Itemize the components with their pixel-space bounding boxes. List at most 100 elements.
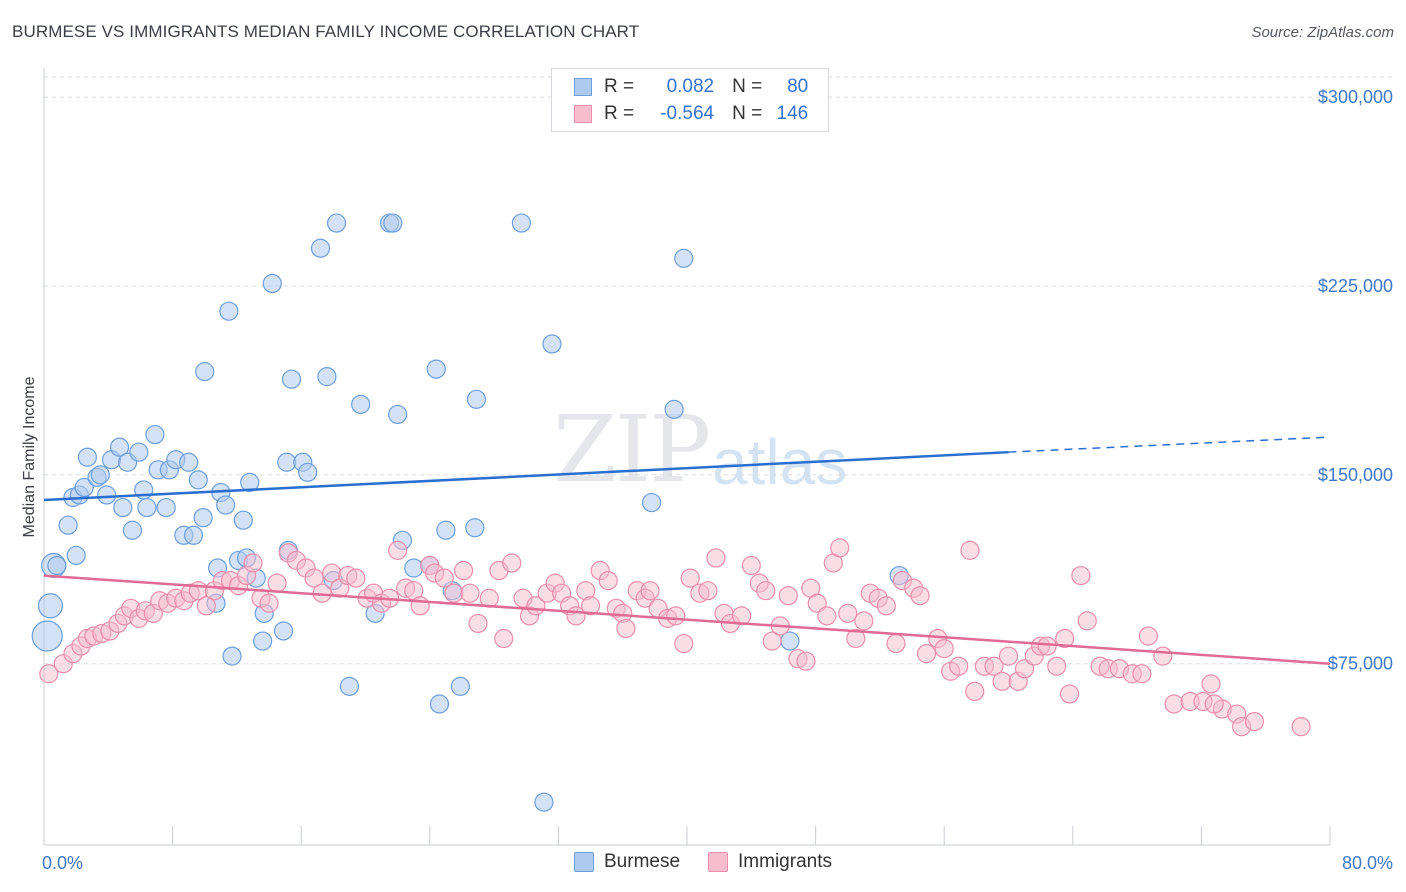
burmese-point (317, 367, 337, 387)
immigrants-point (1055, 628, 1075, 649)
legend-row-immigrants: R = -0.564 N = 146 (574, 101, 808, 127)
burmese-point (436, 520, 456, 540)
burmese-point (58, 515, 78, 535)
burmese-point (281, 369, 302, 389)
burmese-point (465, 518, 485, 538)
burmese-point (240, 472, 260, 493)
r-value: -0.564 (660, 103, 715, 124)
immigrants-point (304, 568, 324, 588)
burmese-point (534, 792, 554, 812)
burmese-point (193, 508, 213, 528)
burmese-point (97, 485, 117, 505)
axes (43, 68, 1331, 846)
r-label: R = (604, 76, 635, 97)
immigrants-point (410, 596, 430, 616)
immigrants-point (910, 586, 930, 606)
burmese-point (326, 213, 347, 233)
immigrants-point (444, 583, 464, 603)
burmese-point (179, 452, 199, 472)
burmese-point (426, 359, 446, 379)
burmese-point (219, 301, 239, 321)
burmese-point (195, 362, 215, 382)
immigrants-point (502, 553, 522, 573)
y-tick-label: $150,000 (1318, 465, 1393, 485)
burmese-point (664, 399, 684, 419)
immigrants-point (1037, 636, 1057, 656)
immigrants-point (388, 540, 408, 560)
burmese-point (77, 447, 98, 467)
immigrants-point (1071, 565, 1091, 586)
immigrants-trend-line (43, 574, 1331, 665)
n-value: 80 (787, 76, 809, 97)
burmese-point (113, 497, 133, 518)
burmese-point (298, 462, 318, 482)
immigrants-point (196, 596, 216, 616)
tick-labels: $75,000 $150,000 $225,000 $300,000 0.0% 80.0% (42, 87, 1393, 873)
immigrants-point (259, 593, 279, 613)
immigrants-point (706, 548, 726, 568)
burmese-point (109, 437, 130, 457)
immigrants-point (762, 631, 782, 651)
burmese-point (188, 470, 208, 490)
immigrants-point (778, 586, 798, 606)
immigrants-point (934, 638, 954, 659)
y-axis-label: Median Family Income (21, 376, 38, 537)
burmese-point (429, 694, 450, 714)
series-legend: Burmese Immigrants (0, 851, 1406, 873)
burmese-trend-extension (1008, 436, 1331, 453)
burmese-point (66, 545, 86, 566)
immigrants-point (674, 633, 694, 654)
immigrants-point (984, 656, 1004, 676)
immigrants-point (830, 538, 850, 558)
immigrants-point (965, 681, 985, 702)
burmese-point (216, 495, 236, 515)
immigrants-point (453, 560, 474, 581)
r-value: 0.082 (666, 76, 715, 97)
immigrants-point (1059, 684, 1080, 704)
immigrants-point (846, 628, 866, 649)
burmese-point (466, 389, 487, 409)
immigrants-point (916, 644, 937, 664)
burmese-point (450, 676, 470, 696)
burmese-point (642, 492, 662, 513)
x-tick-label: 80.0% (1342, 853, 1393, 873)
n-label: N = (732, 76, 763, 97)
burmese-point (90, 465, 110, 485)
immigrants-legend-label: Immigrants (738, 851, 832, 872)
burmese-point (31, 620, 63, 652)
burmese-point (277, 452, 297, 472)
legend-row-burmese: R = 0.082 N = 80 (574, 74, 808, 100)
burmese-point (542, 334, 562, 354)
burmese-point (37, 593, 64, 619)
immigrants-point (640, 581, 660, 601)
burmese-point (351, 394, 371, 414)
immigrants-point (1164, 694, 1184, 714)
burmese-point (145, 424, 165, 445)
n-value: 146 (776, 103, 809, 124)
immigrants-point (876, 596, 896, 616)
immigrants-point (886, 633, 906, 654)
immigrants-point (468, 613, 488, 634)
immigrants-point (949, 656, 969, 676)
legend-item-burmese: Burmese (574, 851, 680, 873)
burmese-point (339, 676, 360, 696)
burmese-points (31, 213, 909, 812)
immigrants-point (960, 540, 980, 560)
immigrants-point (732, 606, 752, 626)
burmese-point (253, 631, 273, 651)
immigrants-point (998, 646, 1019, 666)
immigrants-point (756, 581, 776, 601)
immigrants-point (494, 628, 514, 649)
watermark-zip: ZIP (553, 396, 711, 503)
immigrants-point (1153, 646, 1173, 666)
immigrants-point (460, 583, 480, 603)
burmese-swatch (574, 78, 592, 96)
immigrants-point (243, 553, 263, 573)
stats-legend: R = 0.082 N = 80 R = -0.564 N = 146 (551, 68, 829, 132)
immigrants-points (39, 538, 1311, 737)
immigrants-point (346, 568, 366, 588)
burmese-point (137, 497, 157, 518)
burmese-legend-swatch (574, 852, 594, 872)
burmese-point (233, 510, 253, 530)
